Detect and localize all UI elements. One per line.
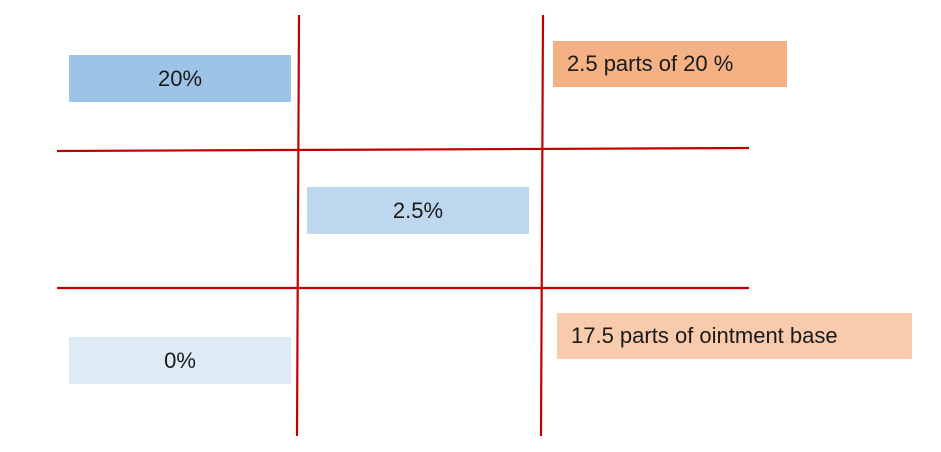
target-concentration-label: 2.5% [392, 197, 444, 223]
high-concentration-box: 20% [69, 55, 291, 102]
parts-of-low-label: 17.5 parts of ointment base [571, 323, 838, 348]
target-concentration-box: 2.5% [307, 187, 529, 234]
grid-line-vertical-left [295, 14, 301, 437]
low-concentration-box: 0% [69, 337, 291, 384]
grid-line-horizontal-top [56, 146, 750, 153]
parts-of-low-box: 17.5 parts of ointment base [557, 313, 912, 359]
parts-of-high-label: 2.5 parts of 20 % [567, 51, 734, 76]
grid-line-vertical-right [539, 14, 545, 437]
low-concentration-label: 0% [164, 347, 196, 373]
high-concentration-label: 20% [157, 65, 203, 91]
parts-of-high-box: 2.5 parts of 20 % [553, 41, 787, 87]
